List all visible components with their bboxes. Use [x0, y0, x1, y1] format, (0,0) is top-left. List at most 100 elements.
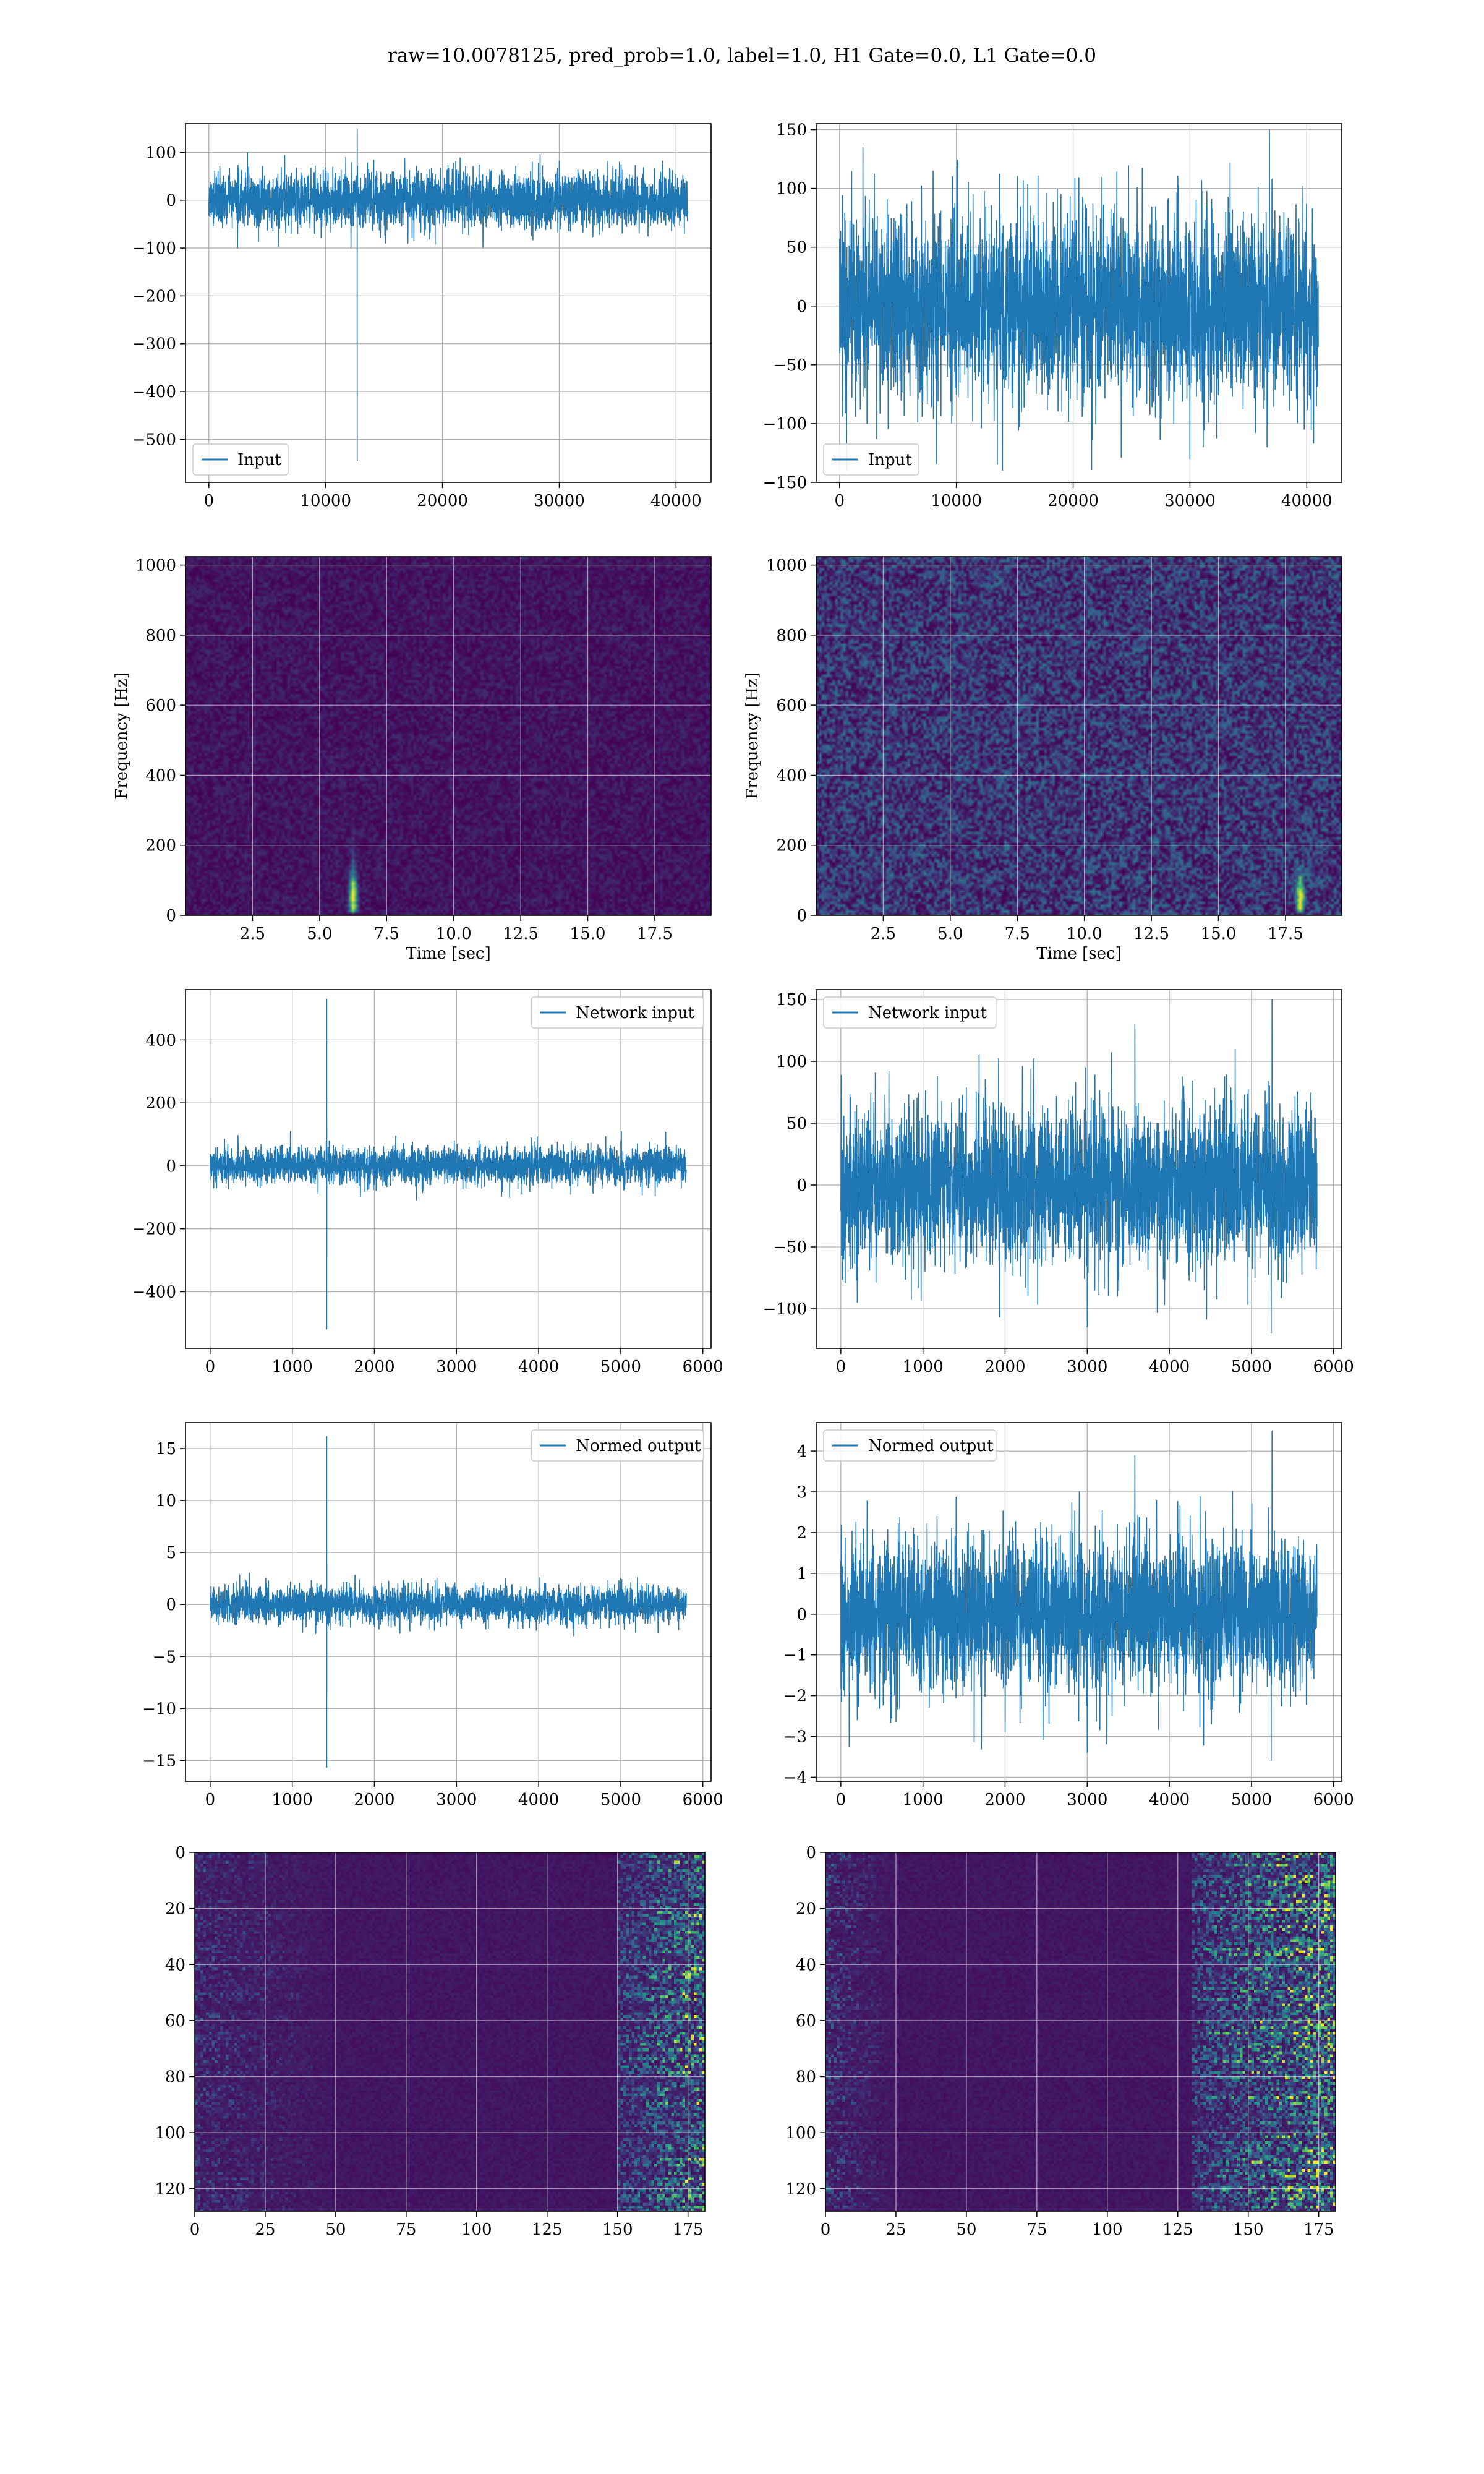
- x-tick-label: 15.0: [570, 925, 606, 943]
- h1-normed-output-series-line: [210, 1436, 687, 1768]
- y-tick-label: 50: [787, 239, 807, 257]
- y-tick-label: 1000: [135, 557, 176, 575]
- y-tick-label: −1: [783, 1646, 807, 1665]
- y-tick-label: 80: [796, 2068, 816, 2087]
- y-tick-label: 120: [785, 2180, 816, 2199]
- x-tick-label: 100: [1092, 2220, 1123, 2239]
- y-tick-label: 5: [166, 1544, 176, 1562]
- h1-normed-output-legend: Normed output: [531, 1429, 704, 1462]
- x-tick-label: 3000: [436, 1358, 477, 1376]
- y-tick-label: 120: [155, 2180, 186, 2199]
- h1-normed-output-frame: [185, 1422, 712, 1782]
- x-tick-label: 5.0: [307, 925, 332, 943]
- x-tick-label: 17.5: [637, 925, 673, 943]
- y-tick-label: 100: [145, 143, 176, 162]
- l1-spectrogram-image: [816, 557, 1342, 915]
- l1-input-series-line: [839, 129, 1319, 471]
- legend-label: Input: [237, 451, 281, 469]
- x-tick-label: 2.5: [240, 925, 265, 943]
- x-tick-label: 1000: [272, 1358, 313, 1376]
- y-tick-label: 150: [776, 991, 807, 1009]
- y-tick-label: −300: [132, 335, 176, 354]
- h1-input-frame: [185, 123, 712, 483]
- x-tick-label: 12.5: [503, 925, 539, 943]
- x-tick-label: 175: [673, 2220, 704, 2239]
- y-tick-label: 800: [145, 627, 176, 645]
- y-tick-label: −400: [132, 383, 176, 401]
- x-tick-label: 3000: [1067, 1358, 1107, 1376]
- y-tick-label: −15: [142, 1752, 176, 1770]
- x-tick-label: 6000: [683, 1791, 723, 1809]
- y-tick-label: 0: [806, 1844, 816, 1862]
- y-tick-label: 40: [796, 1956, 816, 1974]
- l1-normed-output-series-line: [840, 1431, 1318, 1761]
- y-tick-label: 15: [156, 1440, 176, 1458]
- x-tick-label: 2000: [984, 1358, 1025, 1376]
- x-tick-label: 125: [1162, 2220, 1193, 2239]
- y-tick-label: −5: [153, 1648, 176, 1666]
- x-tick-label: 4000: [1149, 1358, 1190, 1376]
- h1-network-input-panel: 0 1000 2000 3000 4000 5000 6000 −400 −200 0 200 400…: [132, 989, 723, 1376]
- legend-box: [823, 443, 919, 476]
- x-tick-label: 2000: [354, 1791, 394, 1809]
- y-tick-label: −4: [783, 1768, 807, 1787]
- legend-label: Input: [868, 451, 912, 469]
- y-tick-label: 600: [145, 696, 176, 715]
- legend-box: [531, 996, 704, 1029]
- y-tick-label: 10: [156, 1492, 176, 1510]
- y-tick-label: 3: [796, 1483, 807, 1502]
- x-tick-label: 5.0: [937, 925, 963, 943]
- x-tick-label: 4000: [518, 1358, 559, 1376]
- y-tick-label: −500: [132, 430, 176, 449]
- y-tick-label: −10: [142, 1700, 176, 1718]
- x-tick-label: 30000: [1164, 492, 1216, 510]
- h1-network-input-frame: [185, 989, 712, 1349]
- x-tick-label: 150: [602, 2220, 633, 2239]
- y-tick-label: 200: [776, 837, 807, 855]
- x-tick-label: 1000: [903, 1358, 944, 1376]
- legend-label: Normed output: [576, 1437, 701, 1455]
- y-tick-label: 1: [796, 1565, 807, 1583]
- legend-label: Network input: [868, 1004, 987, 1022]
- legend-box: [192, 443, 289, 476]
- l1-normed-output-frame: [816, 1422, 1342, 1782]
- y-tick-label: −3: [783, 1728, 807, 1747]
- y-tick-label: 400: [145, 1031, 176, 1050]
- y-tick-label: 600: [776, 696, 807, 715]
- x-tick-label: 2000: [984, 1791, 1025, 1809]
- l1-network-input-series-line: [840, 999, 1318, 1334]
- x-tick-label: 50: [956, 2220, 976, 2239]
- h1-feature-map-frame: [194, 1852, 706, 2212]
- y-tick-label: 60: [165, 2012, 186, 2031]
- x-tick-label: 5000: [600, 1791, 641, 1809]
- x-tick-label: 15.0: [1201, 925, 1237, 943]
- h1-input-series-line: [208, 128, 688, 461]
- legend-label: Normed output: [868, 1437, 994, 1455]
- y-tick-label: 0: [175, 1844, 186, 1862]
- y-tick-label: 400: [145, 766, 176, 785]
- y-tick-label: −50: [773, 356, 807, 375]
- y-tick-label: −2: [783, 1687, 807, 1706]
- y-tick-label: −50: [773, 1238, 807, 1257]
- y-tick-label: 100: [785, 2124, 816, 2142]
- y-tick-label: 0: [166, 907, 176, 925]
- x-tick-label: 3000: [436, 1791, 477, 1809]
- l1-input-legend: Input: [823, 443, 919, 476]
- x-tick-label: 5000: [1231, 1791, 1272, 1809]
- x-tick-label: 7.5: [374, 925, 399, 943]
- y-tick-label: 0: [796, 1606, 807, 1624]
- l1-spectrogram-frame: [816, 556, 1342, 916]
- y-tick-label: 50: [787, 1115, 807, 1133]
- l1-normed-output-legend: Normed output: [823, 1429, 997, 1462]
- x-tick-label: 175: [1303, 2220, 1334, 2239]
- y-tick-label: 60: [796, 2012, 816, 2031]
- l1-input-panel: 0 10000 20000 30000 40000 −150 −100 −50 0 50 100 15…: [763, 121, 1342, 510]
- y-tick-label: 100: [776, 180, 807, 199]
- x-tick-label: 5000: [1231, 1358, 1272, 1376]
- h1-spectrogram-image: [186, 557, 711, 915]
- y-tick-label: −100: [132, 239, 176, 258]
- y-tick-label: −100: [763, 1300, 807, 1319]
- y-tick-label: −200: [132, 1220, 176, 1239]
- x-tick-label: 0: [204, 492, 215, 510]
